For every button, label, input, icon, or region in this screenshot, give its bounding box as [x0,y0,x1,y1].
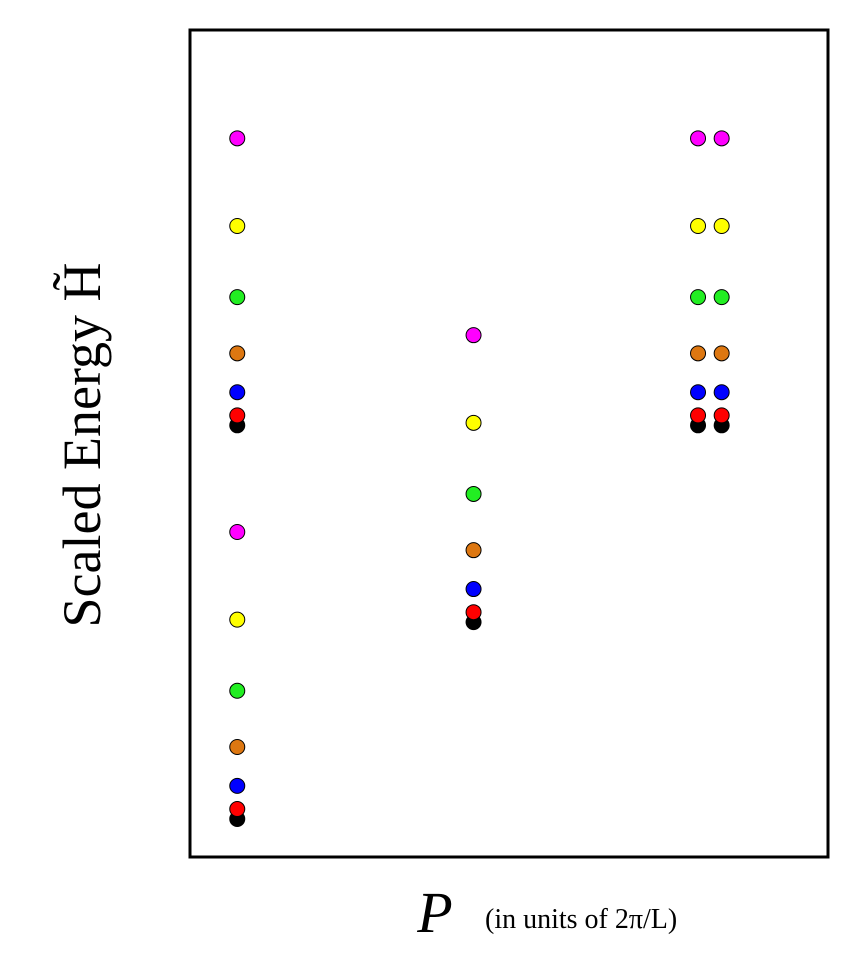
point [229,217,246,234]
point [465,581,482,598]
point [229,777,246,794]
point [229,523,246,540]
point [690,384,707,401]
point [229,407,246,424]
x-axis-label: P [416,880,452,945]
plot-frame [188,28,830,859]
point [229,611,246,628]
point [713,130,730,147]
point [465,327,482,344]
point [229,289,246,306]
point [690,345,707,362]
point [713,217,730,234]
point [690,289,707,306]
point [229,801,246,818]
point [465,414,482,431]
y-axis-label: Scaled Energy H̃ [52,263,112,628]
point [229,345,246,362]
point [229,130,246,147]
point [229,384,246,401]
point [465,542,482,559]
point [713,289,730,306]
point [713,384,730,401]
point [465,485,482,502]
point [713,345,730,362]
point [690,217,707,234]
point [690,130,707,147]
point [465,604,482,621]
point [713,407,730,424]
x-axis-units: (in units of 2π/L) [485,904,677,935]
point [229,682,246,699]
point [690,407,707,424]
point [229,739,246,756]
